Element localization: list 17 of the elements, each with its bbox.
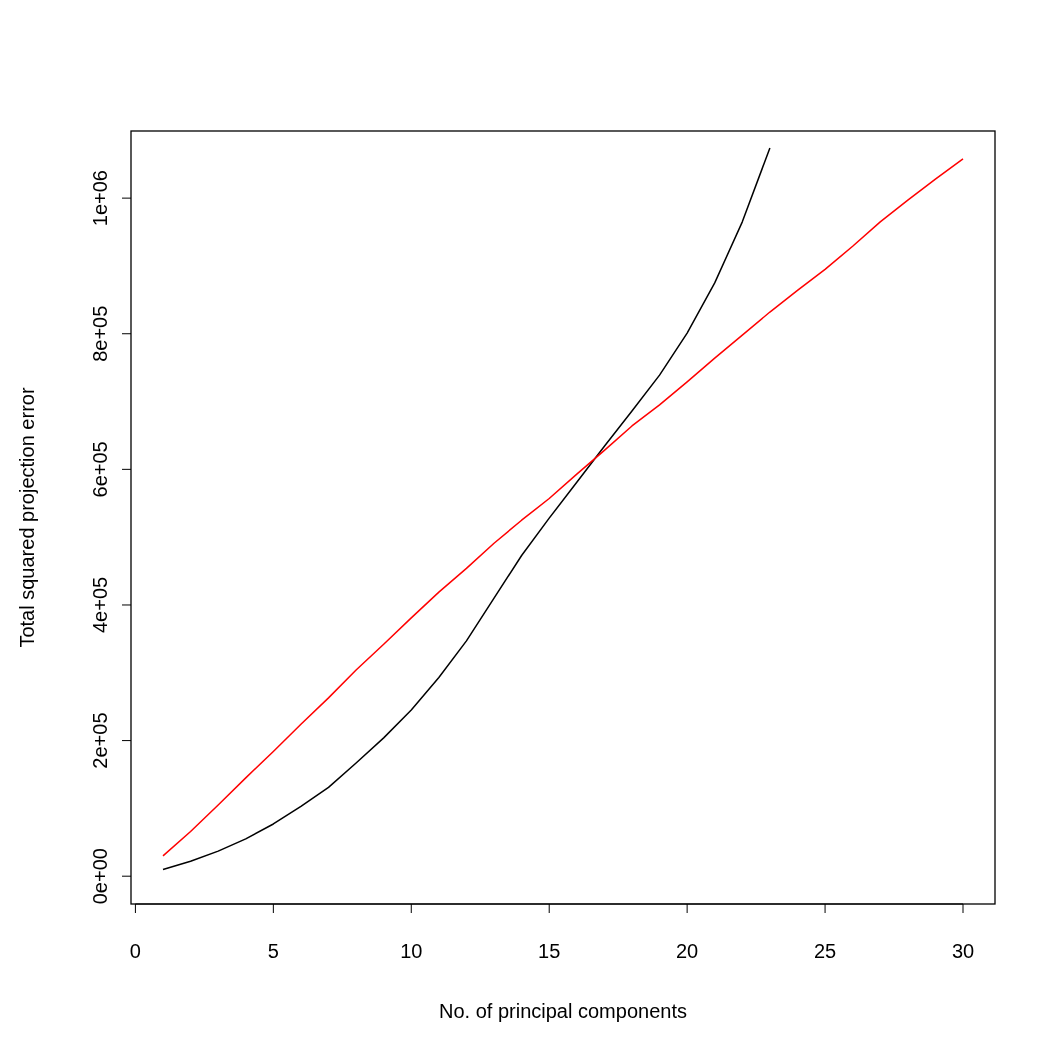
x-tick-label: 25 — [813, 940, 837, 962]
x-tick-label: 5 — [267, 940, 279, 962]
x-axis-title: No. of principal components — [439, 1000, 687, 1022]
y-tick-label: 2e+05 — [89, 712, 111, 769]
y-tick-label: 0e+00 — [89, 848, 111, 905]
x-tick-label: 20 — [676, 940, 699, 962]
y-tick-label: 8e+05 — [89, 305, 111, 362]
y-axis-title: Total squared projection error — [16, 387, 38, 648]
line-series — [162, 147, 771, 871]
y-tick-label: 4e+05 — [89, 576, 111, 634]
x-tick-label: 30 — [951, 940, 975, 962]
x-tick-label: 10 — [400, 940, 423, 962]
y-tick-label: 6e+05 — [89, 441, 111, 498]
line-series — [162, 158, 964, 857]
x-tick-label: 0 — [129, 940, 141, 962]
y-tick-label: 1e+06 — [89, 170, 111, 227]
x-tick-label: 15 — [538, 940, 561, 962]
